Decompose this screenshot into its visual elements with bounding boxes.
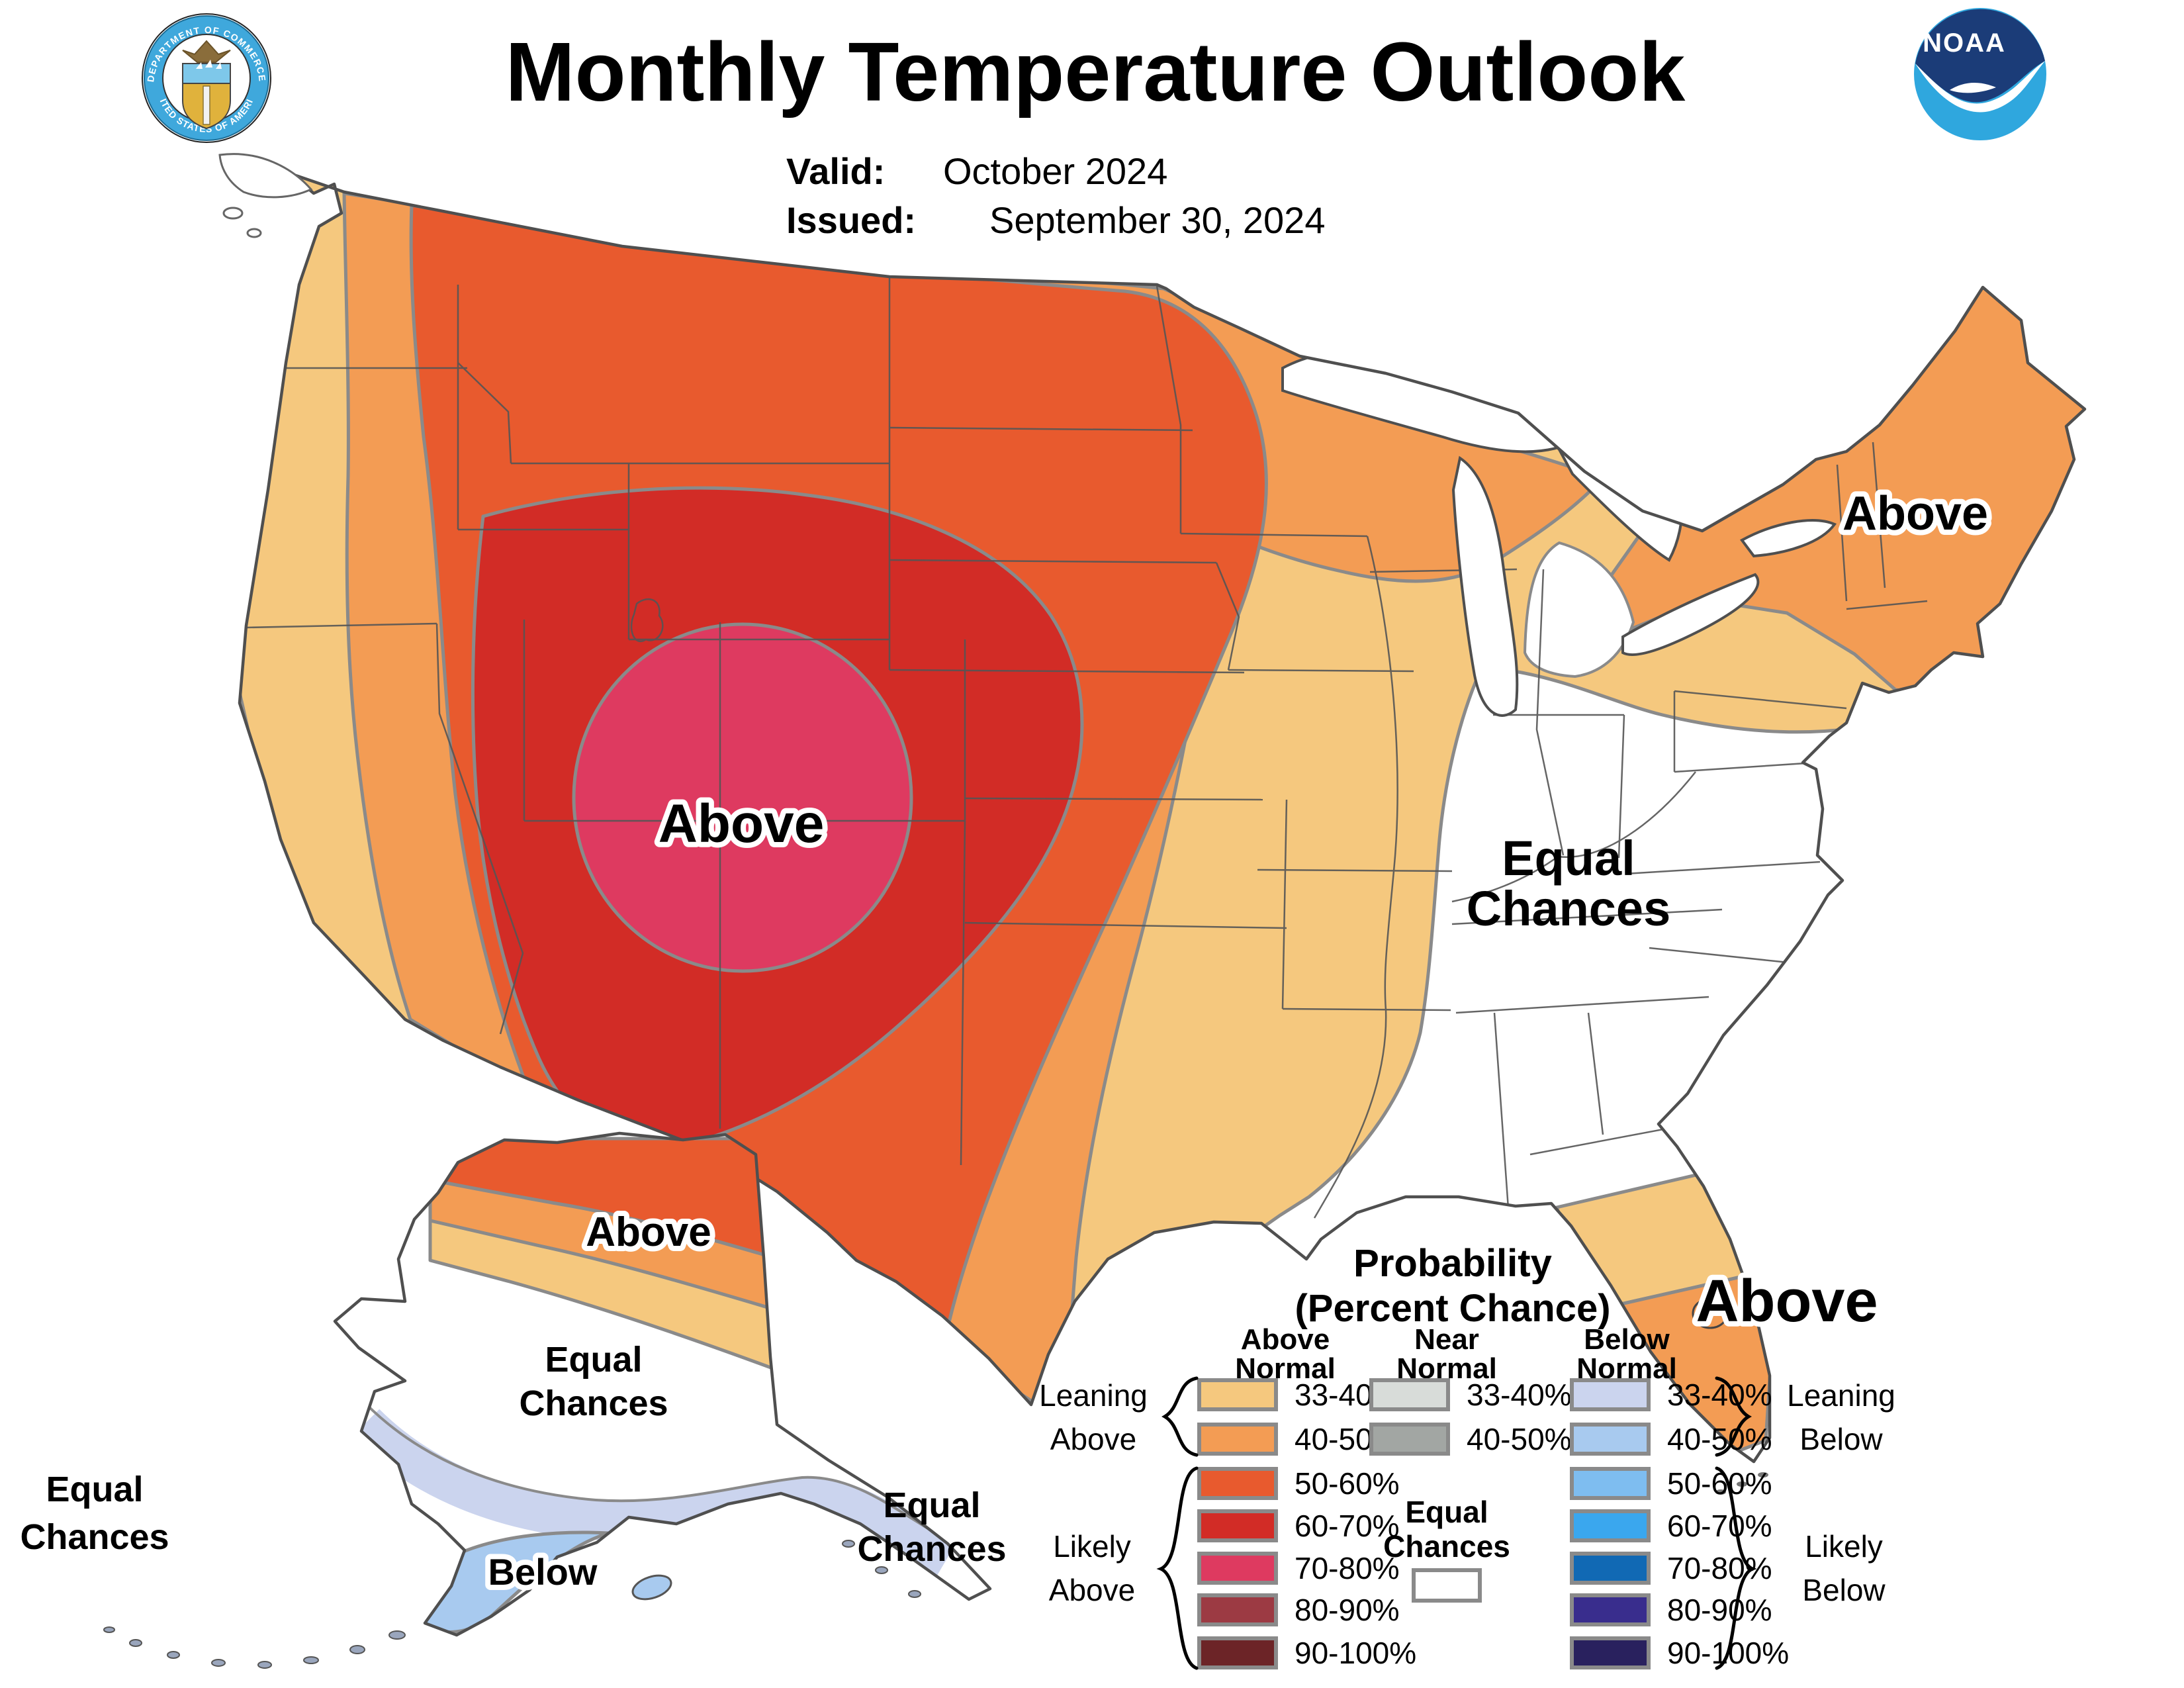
label-aleutians-equal-line2: Chances — [20, 1517, 169, 1557]
label-conus-center-above: Above — [659, 794, 825, 854]
legend-equal-line2: Chances — [1383, 1529, 1510, 1564]
legend-leaning-above-line1: Leaning — [1039, 1378, 1148, 1413]
alaska-region-above-33-40 — [428, 1219, 776, 1371]
label-alaska-equal-line2: Chances — [519, 1383, 668, 1423]
legend-leaning-above-line2: Above — [1050, 1422, 1136, 1456]
michigan-equal-chances-pocket — [1523, 541, 1635, 679]
valid-label: Valid: — [786, 150, 885, 192]
state-borders — [246, 278, 1928, 1219]
legend: Probability (Percent Chance) Above Norma… — [1039, 1242, 1895, 1670]
page-title: Monthly Temperature Outlook — [506, 25, 1686, 118]
brace-likely-above — [1156, 1466, 1199, 1670]
svg-text:80-90%: 80-90% — [1667, 1593, 1772, 1627]
brace-leaning-below — [1715, 1376, 1752, 1457]
svg-text:70-80%: 70-80% — [1295, 1551, 1400, 1585]
label-alaska-above: Above — [586, 1209, 711, 1255]
svg-text:33-40%: 33-40% — [1667, 1378, 1772, 1412]
noaa-logo-text: NOAA — [1923, 28, 2006, 58]
label-panhandle-equal-line2: Chances — [857, 1529, 1006, 1569]
vancouver-island — [218, 153, 313, 199]
florida-keys — [1758, 1472, 1768, 1477]
label-alaska-below: Below — [488, 1551, 598, 1593]
label-conus-equal-line2: Chances — [1467, 881, 1670, 936]
aleutian-islands — [103, 1540, 921, 1669]
legend-title-line2: (Percent Chance) — [1295, 1287, 1610, 1330]
svg-text:90-100%: 90-100% — [1295, 1636, 1416, 1670]
lake-erie — [1621, 573, 1760, 656]
svg-text:40-50%: 40-50% — [1667, 1422, 1772, 1456]
svg-text:33-40%: 33-40% — [1467, 1378, 1572, 1412]
noaa-logo-icon: NOAA — [1914, 8, 2046, 140]
kodiak-island — [631, 1574, 672, 1601]
conus-region-above-70-80 — [572, 622, 913, 973]
svg-text:40-50%: 40-50% — [1467, 1422, 1572, 1456]
legend-title-line1: Probability — [1353, 1242, 1552, 1285]
brace-likely-below — [1715, 1466, 1757, 1670]
valid-value: October 2024 — [943, 150, 1167, 192]
issued-label: Issued: — [786, 199, 916, 241]
label-florida-above: Above — [1696, 1268, 1878, 1335]
legend-below-rows: 33-40% 40-50% 50-60% 60-70% 70-80% 80-90… — [1570, 1378, 1789, 1670]
legend-equal-swatch — [1412, 1568, 1482, 1603]
legend-likely-below-line1: Likely — [1805, 1529, 1883, 1564]
svg-text:50-60%: 50-60% — [1295, 1466, 1400, 1501]
legend-likely-above-line1: Likely — [1053, 1529, 1131, 1564]
doc-seal-icon: DEPARTMENT OF COMMERCE UNITED STATES OF … — [0, 0, 271, 143]
legend-likely-above-line2: Above — [1049, 1573, 1135, 1607]
svg-text:80-90%: 80-90% — [1295, 1593, 1400, 1627]
alaska-map — [103, 1131, 992, 1669]
legend-col-below-line1: Below — [1584, 1323, 1670, 1356]
label-northeast-above: Above — [1843, 487, 1988, 540]
svg-text:50-60%: 50-60% — [1667, 1466, 1772, 1501]
lake-michigan — [1451, 455, 1519, 717]
label-panhandle-equal-line1: Equal — [883, 1485, 980, 1525]
legend-near-rows: 33-40% 40-50% — [1369, 1378, 1572, 1456]
legend-likely-below-line2: Below — [1802, 1573, 1886, 1607]
legend-above-rows: 33-40% 40-50% 50-60% 60-70% 70-80% 80-90… — [1197, 1378, 1416, 1670]
lake-ontario — [1740, 519, 1837, 558]
issued-value: September 30, 2024 — [989, 199, 1325, 241]
svg-text:70-80%: 70-80% — [1667, 1551, 1772, 1585]
seal-eagle-icon — [182, 40, 231, 63]
label-aleutians-equal-line1: Equal — [46, 1470, 143, 1509]
legend-leaning-below-line1: Leaning — [1787, 1378, 1895, 1413]
svg-text:60-70%: 60-70% — [1295, 1509, 1400, 1543]
legend-leaning-below-line2: Below — [1799, 1422, 1883, 1456]
lake-okeechobee — [1692, 1297, 1729, 1329]
alaska-region-below-33-40 — [351, 1409, 957, 1577]
label-conus-equal-line1: Equal — [1502, 831, 1635, 886]
brace-leaning-above — [1161, 1376, 1199, 1457]
legend-col-near-line1: Near — [1414, 1323, 1479, 1356]
svg-text:60-70%: 60-70% — [1667, 1509, 1772, 1543]
legend-col-above-line1: Above — [1241, 1323, 1330, 1356]
legend-equal-line1: Equal — [1405, 1495, 1488, 1529]
label-alaska-equal-line1: Equal — [545, 1340, 642, 1380]
